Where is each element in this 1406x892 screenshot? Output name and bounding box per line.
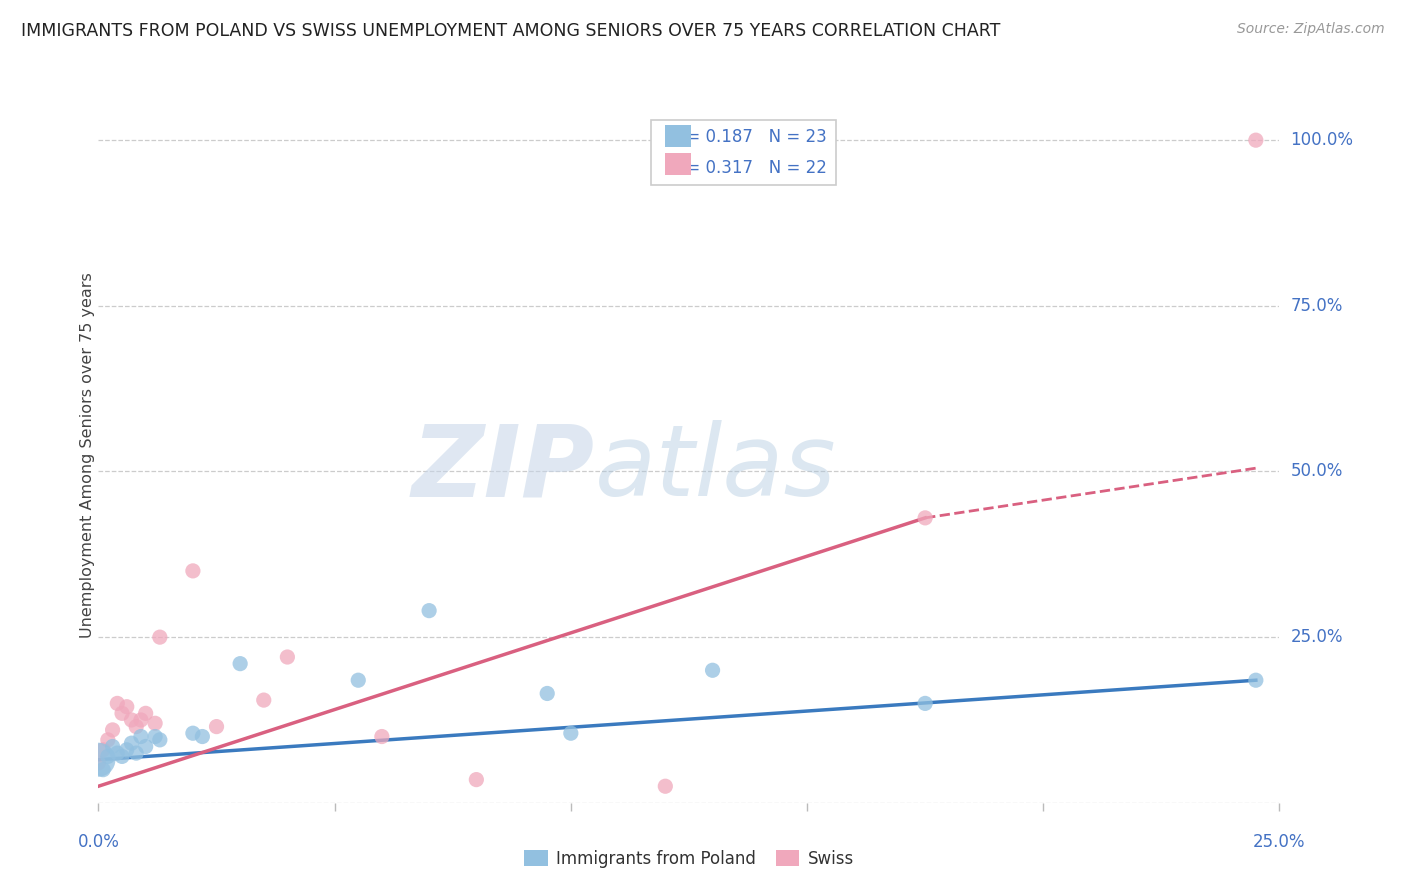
Text: atlas: atlas	[595, 420, 837, 517]
Point	[115, 699, 138, 714]
Point	[347, 673, 370, 688]
Text: R = 0.187   N = 23
  R = 0.317   N = 22: R = 0.187 N = 23 R = 0.317 N = 22	[659, 128, 827, 177]
Point	[181, 564, 204, 578]
Point	[105, 697, 128, 711]
Point	[101, 739, 124, 754]
Point	[121, 713, 143, 727]
Point	[465, 772, 488, 787]
Text: 100.0%: 100.0%	[1291, 131, 1354, 149]
Point	[253, 693, 276, 707]
Point	[149, 732, 172, 747]
Text: 25.0%: 25.0%	[1291, 628, 1343, 646]
Point	[143, 730, 166, 744]
Point	[129, 713, 152, 727]
Text: IMMIGRANTS FROM POLAND VS SWISS UNEMPLOYMENT AMONG SENIORS OVER 75 YEARS CORRELA: IMMIGRANTS FROM POLAND VS SWISS UNEMPLOY…	[21, 22, 1001, 40]
Point	[205, 720, 228, 734]
Point	[149, 630, 172, 644]
Point	[125, 720, 148, 734]
Point	[654, 779, 676, 793]
Y-axis label: Unemployment Among Seniors over 75 years: Unemployment Among Seniors over 75 years	[80, 272, 94, 638]
Point	[1244, 133, 1267, 147]
Point	[101, 723, 124, 737]
Text: 0.0%: 0.0%	[77, 833, 120, 851]
Point	[536, 686, 558, 700]
Point	[418, 604, 440, 618]
Point	[914, 511, 936, 525]
Point	[87, 753, 110, 767]
Text: 50.0%: 50.0%	[1291, 462, 1343, 481]
Point	[91, 743, 114, 757]
Point	[276, 650, 298, 665]
Point	[191, 730, 214, 744]
Point	[181, 726, 204, 740]
Point	[105, 746, 128, 760]
Point	[143, 716, 166, 731]
Point	[135, 706, 157, 721]
Text: 25.0%: 25.0%	[1253, 833, 1306, 851]
Point	[702, 663, 724, 677]
Text: ZIP: ZIP	[412, 420, 595, 517]
Point	[115, 743, 138, 757]
Text: 75.0%: 75.0%	[1291, 297, 1343, 315]
Point	[91, 763, 114, 777]
Point	[914, 697, 936, 711]
Point	[125, 746, 148, 760]
FancyBboxPatch shape	[665, 153, 692, 175]
Point	[97, 732, 120, 747]
FancyBboxPatch shape	[665, 125, 692, 147]
Point	[371, 730, 394, 744]
Point	[121, 736, 143, 750]
Point	[111, 706, 134, 721]
Point	[560, 726, 582, 740]
Point	[111, 749, 134, 764]
Point	[87, 756, 110, 770]
Point	[1244, 673, 1267, 688]
Legend: Immigrants from Poland, Swiss: Immigrants from Poland, Swiss	[517, 843, 860, 874]
Point	[229, 657, 252, 671]
Point	[97, 749, 120, 764]
Text: Source: ZipAtlas.com: Source: ZipAtlas.com	[1237, 22, 1385, 37]
Point	[135, 739, 157, 754]
Point	[129, 730, 152, 744]
